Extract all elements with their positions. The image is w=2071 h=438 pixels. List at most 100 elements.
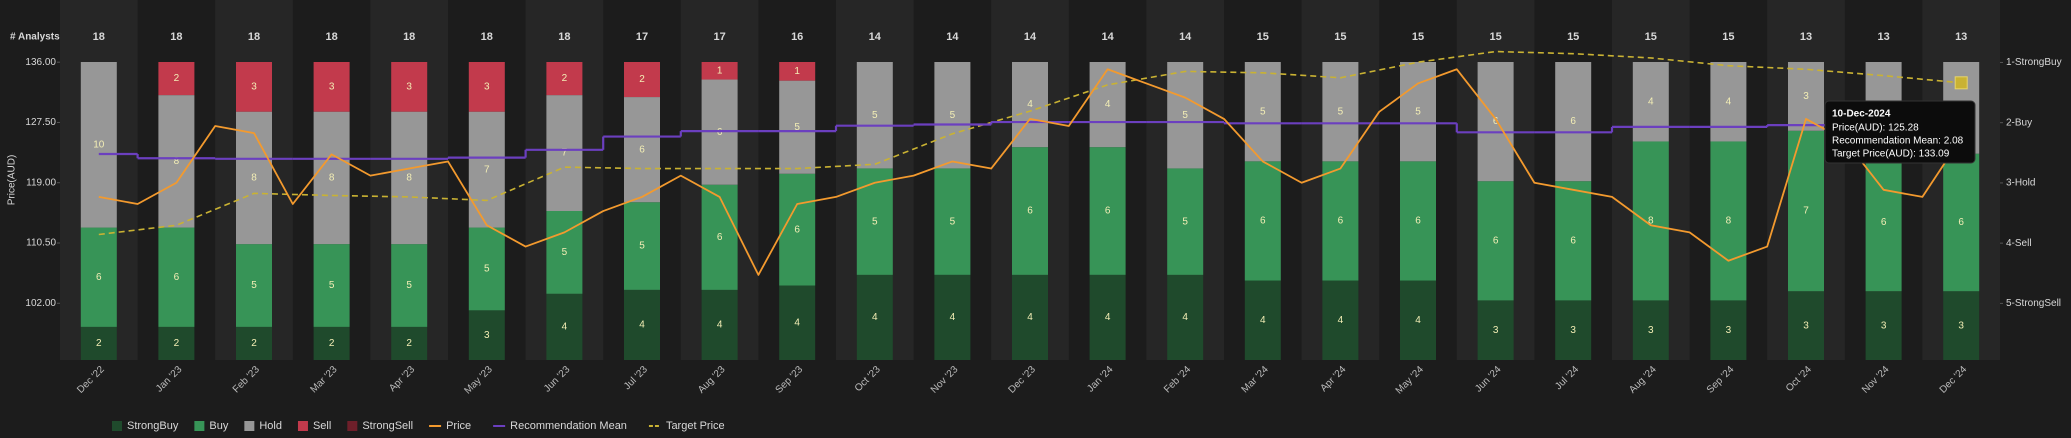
bar-label: 4 (1105, 312, 1111, 323)
y2-tick-label: 1-StrongBuy (2006, 57, 2062, 68)
bar-segment (468, 111, 505, 228)
analysts-count: 13 (1800, 31, 1812, 43)
bar-segment (546, 95, 583, 211)
bar-segment (779, 173, 816, 286)
bar-label: 4 (1027, 312, 1033, 323)
bar-label: 4 (562, 322, 568, 333)
bar-segment (1012, 274, 1048, 360)
bar-label: 4 (639, 320, 645, 331)
y-tick-label: 110.50 (26, 238, 56, 249)
bar-segment (934, 168, 971, 275)
bar-label: 5 (794, 122, 800, 133)
bar-label: 3 (1570, 325, 1576, 336)
bar-segment (1244, 62, 1281, 162)
bar-label: 6 (717, 232, 723, 243)
bar-segment (391, 111, 428, 245)
bar-label: 5 (639, 241, 645, 252)
analysts-label: # Analysts (10, 32, 60, 43)
bar-segment (624, 202, 660, 290)
bar-segment (546, 293, 583, 360)
y2-tick-label: 4-Sell (2006, 238, 2032, 249)
bar-segment (1089, 147, 1126, 275)
bar-label: 5 (1338, 106, 1344, 117)
bar-segment (1012, 147, 1048, 275)
bar-label: 2 (329, 338, 335, 349)
y-tick-label: 136.00 (25, 57, 56, 68)
bar-label: 2 (406, 338, 412, 349)
bar-label: 2 (562, 73, 568, 84)
legend-swatch (112, 421, 122, 431)
analysts-count: 13 (1877, 31, 1889, 43)
bar-label: 8 (329, 173, 335, 184)
y-tick-label: 119.00 (26, 177, 56, 188)
tooltip-title: 10-Dec-2024 (1832, 109, 1891, 120)
bar-segment (1089, 274, 1126, 360)
bar-segment (391, 244, 428, 327)
bar-segment (468, 62, 505, 112)
bar-segment (1632, 62, 1669, 142)
legend-swatch (244, 421, 255, 431)
bar-segment (1555, 181, 1592, 301)
bar-segment (624, 97, 660, 203)
bar-segment (701, 289, 738, 360)
bar-label: 3 (406, 81, 412, 92)
bar-label: 4 (1182, 312, 1188, 323)
y-tick-label: 127.50 (25, 117, 56, 128)
bar-label: 5 (562, 247, 568, 258)
bar-segment (80, 227, 117, 327)
bar-segment (158, 227, 195, 327)
bar-label: 6 (717, 127, 723, 138)
bar-label: 5 (1182, 216, 1188, 227)
bar-label: 8 (251, 173, 257, 184)
bar-segment (391, 326, 428, 360)
bar-segment (779, 285, 816, 360)
bar-segment (934, 62, 971, 169)
bar-segment (1788, 291, 1824, 360)
bar-label: 4 (1105, 99, 1111, 110)
bar-segment (391, 62, 428, 112)
bar-segment (624, 289, 660, 360)
legend-label: Price (446, 420, 471, 432)
bar-segment (779, 80, 816, 174)
bar-label: 6 (1105, 206, 1111, 217)
bar-label: 5 (484, 264, 490, 275)
analysts-count: 14 (1179, 31, 1192, 43)
bar-label: 7 (562, 148, 568, 159)
bar-segment (1710, 141, 1747, 301)
bar-segment (701, 62, 738, 80)
legend-label: Recommendation Mean (510, 420, 627, 432)
bar-label: 6 (1338, 216, 1344, 227)
bar-segment (856, 274, 893, 360)
bar-label: 6 (1881, 217, 1887, 228)
analysts-count: 15 (1257, 31, 1269, 43)
bar-label: 6 (794, 224, 800, 235)
bar-segment (1167, 62, 1204, 169)
bar-segment (1555, 300, 1592, 360)
target-price-line (98, 50, 1962, 236)
bar-label: 6 (1415, 216, 1421, 227)
bar-label: 4 (1726, 96, 1732, 107)
bar-label: 1 (717, 65, 723, 76)
bar-label: 5 (1260, 106, 1266, 117)
bar-segment (1477, 300, 1514, 360)
bar-label: 5 (251, 280, 257, 291)
bar-label: 5 (1415, 106, 1421, 117)
bar-segment (1244, 280, 1281, 360)
bar-segment (236, 244, 272, 327)
bar-segment (313, 244, 350, 327)
bar-label: 3 (1648, 325, 1654, 336)
bar-label: 3 (1881, 320, 1887, 331)
legend-label: Buy (209, 420, 228, 432)
bar-label: 5 (872, 216, 878, 227)
bar-label: 3 (484, 81, 490, 92)
bar-segment (1477, 181, 1514, 301)
bar-segment (624, 62, 660, 98)
bar-label: 5 (950, 216, 956, 227)
bar-label: 2 (639, 74, 645, 85)
analysts-count: 14 (1024, 31, 1037, 43)
bar-label: 6 (174, 272, 180, 283)
bar-segment (158, 95, 195, 228)
bar-label: 8 (1726, 216, 1732, 227)
target-price-marker (1954, 76, 1968, 90)
